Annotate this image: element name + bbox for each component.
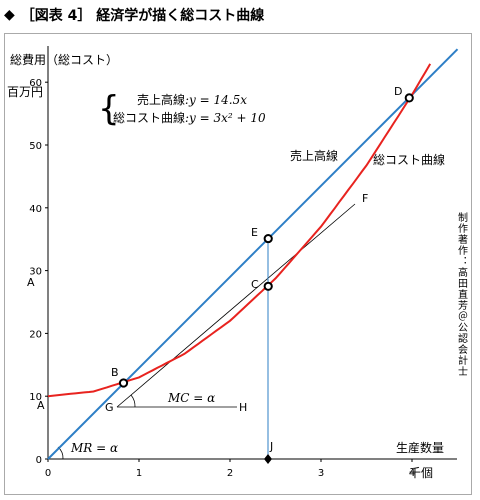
tangent-line-gf: [116, 203, 356, 408]
point-c-label: C: [251, 278, 259, 291]
x-tick-label: 4: [409, 468, 415, 479]
axis-label-a-upper: A: [27, 276, 35, 289]
cost-equation-formula: :y = 3x² + 10: [185, 111, 266, 125]
revenue-equation-formula: :y = 14.5x: [185, 93, 247, 107]
y-tick-label: 30: [29, 267, 42, 278]
point-d-marker: [404, 93, 414, 103]
point-j-label: J: [269, 440, 273, 453]
y-tick-label: 60: [29, 78, 42, 89]
y-tick-label: 50: [29, 141, 42, 152]
x-tick-label: 3: [318, 468, 324, 479]
point-j-marker: [264, 454, 272, 464]
total-cost-curve: [47, 63, 432, 398]
revenue-equation: 売上高線 :y = 14.5x: [137, 92, 247, 107]
x-axis-title: 生産数量: [396, 440, 444, 455]
credit-text: 制作著作：高田直芳＠公認会計士: [456, 211, 468, 377]
point-f-label: F: [362, 192, 368, 205]
y-tick-label: 40: [29, 204, 42, 215]
x-tick-label: 2: [227, 468, 233, 479]
x-axis-unit: 千個: [409, 466, 433, 480]
cost-equation: 総コスト曲線 :y = 3x² + 10: [113, 110, 266, 125]
chart-frame: 0 1 2 3 4 0 10 20 30 40 50 60 総費用（総コスト） 百万円 生産数量 千個…: [4, 33, 472, 495]
point-b-label: B: [111, 366, 119, 379]
y-axis-unit: 百万円: [7, 85, 43, 99]
x-tick-label: 1: [136, 468, 142, 479]
point-c-marker: [263, 281, 273, 291]
point-e-marker: [263, 233, 273, 244]
y-tick-label: 0: [36, 455, 42, 466]
point-g-label: G: [105, 401, 114, 414]
y-tick-label: 20: [29, 329, 42, 340]
mr-alpha-label: MR = α: [70, 441, 118, 455]
title-bar: ◆ ［図表 4］ 経済学が描く総コスト曲線: [4, 4, 264, 26]
point-d-label: D: [394, 85, 402, 98]
y-axis-title: 総費用（総コスト）: [10, 52, 118, 67]
axis-label-a-lower: A: [37, 399, 45, 412]
revenue-equation-label: 売上高線: [137, 92, 185, 107]
x-tick-label: 0: [45, 468, 51, 479]
cost-equation-label: 総コスト曲線: [113, 110, 185, 125]
point-e-label: E: [251, 226, 258, 239]
point-h-label: H: [239, 401, 247, 414]
cost-curve-label: 総コスト曲線: [373, 152, 445, 167]
y-tick-label: 10: [29, 392, 42, 403]
revenue-line-label: 売上高線: [290, 148, 338, 163]
mc-alpha-label: MC = α: [167, 391, 215, 405]
tangent-angle-arc: [130, 394, 136, 408]
page-title: ［図表 4］ 経済学が描く総コスト曲線: [20, 8, 265, 24]
equation-brace: {: [98, 89, 120, 129]
title-marker-icon: ◆: [4, 7, 15, 23]
point-b-marker: [118, 378, 129, 388]
